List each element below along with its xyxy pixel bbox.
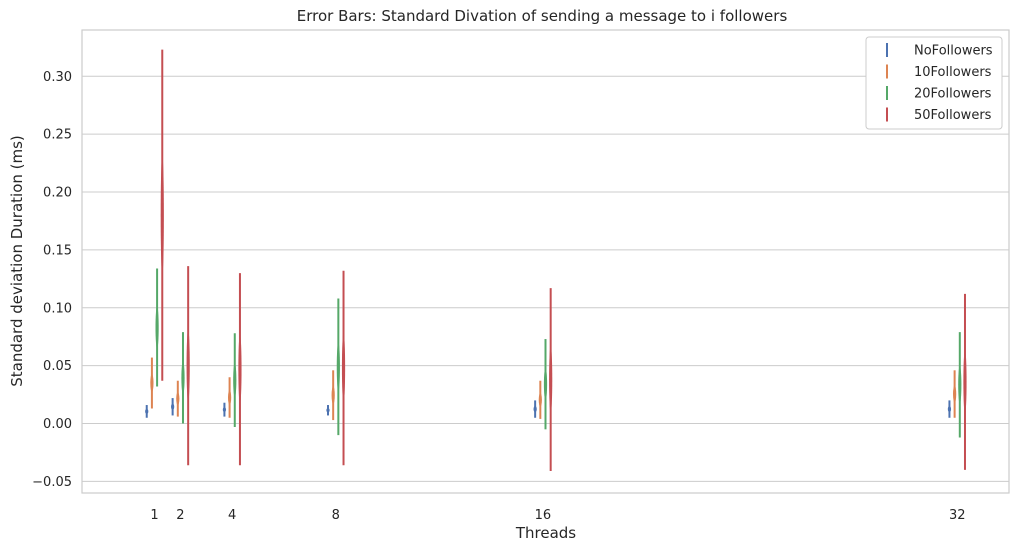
y-tick-label: 0.30 (43, 70, 72, 85)
error-bar-center (150, 373, 154, 393)
series-20Followers (155, 268, 962, 438)
y-tick-label: 0.10 (43, 301, 72, 316)
y-tick-label: 0.25 (43, 128, 72, 143)
error-bar-center (538, 392, 542, 407)
error-bar-center (953, 385, 957, 403)
legend-label: 50Followers (914, 108, 992, 123)
error-bar-center (227, 390, 232, 405)
error-bar-center (181, 361, 185, 395)
x-tick-label: 16 (535, 508, 552, 523)
y-tick-label: 0.05 (43, 359, 72, 374)
legend-label: 10Followers (914, 65, 992, 80)
y-tick-label: 0.00 (43, 417, 72, 432)
y-tick-label: 0.15 (43, 243, 72, 258)
error-bar-center (958, 365, 962, 404)
series-50Followers (160, 49, 967, 472)
chart-title: Error Bars: Standard Divation of sending… (297, 7, 788, 25)
x-tick-labels: 1 2 4 8 16 32 (150, 508, 965, 523)
error-bar-center (326, 408, 330, 413)
legend-label: 20Followers (914, 87, 992, 102)
y-tick-label: 0.20 (43, 186, 72, 201)
error-bar-center (145, 409, 149, 414)
error-bar-center (160, 155, 164, 275)
y-tick-labels: −0.05 0.00 0.05 0.10 0.15 0.20 0.25 0.30 (32, 70, 72, 490)
y-axis-label: Standard deviation Duration (ms) (8, 135, 26, 387)
series-layer (145, 49, 967, 472)
error-bar-center (233, 363, 237, 398)
error-bar-center (155, 306, 159, 349)
error-bar-center (238, 334, 242, 404)
legend-box (865, 36, 1003, 130)
series-10Followers (150, 357, 957, 421)
legend-label: NoFollowers (914, 44, 993, 59)
x-tick-label: 2 (176, 508, 184, 523)
error-bar-center (533, 405, 537, 413)
error-bar-center (186, 329, 190, 402)
legend: NoFollowers 10Followers 20Followers 50Follo… (865, 36, 1003, 130)
error-bar-center (341, 332, 346, 403)
plot-frame (81, 29, 1010, 494)
error-bar-center (222, 407, 227, 413)
series-NoFollowers (145, 398, 952, 418)
error-bar-center (176, 392, 180, 406)
x-tick-label: 4 (228, 508, 236, 523)
y-tick-label: −0.05 (32, 475, 72, 490)
x-tick-label: 8 (332, 508, 340, 523)
error-bar-center (963, 350, 967, 414)
error-bar-center (331, 386, 335, 405)
x-tick-label: 1 (150, 508, 158, 523)
error-bar-center (947, 405, 952, 413)
error-bar-center (543, 367, 548, 401)
error-bar-center (336, 342, 340, 392)
error-bar-center (549, 346, 553, 413)
x-tick-label: 32 (949, 508, 966, 523)
error-bar-center (171, 403, 175, 410)
x-axis-label: Threads (515, 524, 576, 542)
